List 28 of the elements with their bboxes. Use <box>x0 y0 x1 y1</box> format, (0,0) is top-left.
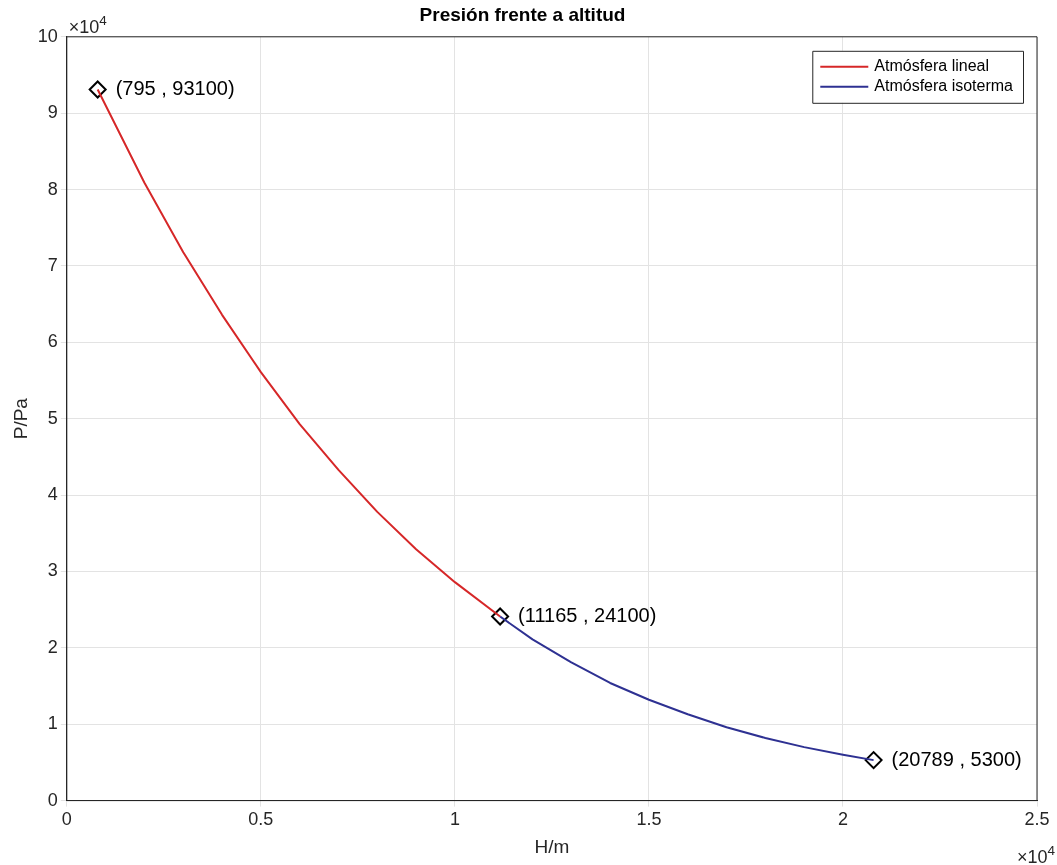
data-label: (20789 , 5300) <box>891 747 1022 770</box>
y-tick-label: 6 <box>47 331 58 352</box>
x-tick-label: 0 <box>61 809 72 830</box>
y-tick-label: 5 <box>47 407 58 428</box>
point <box>864 751 883 770</box>
y-tick-label: 3 <box>47 560 58 581</box>
legend-label: Atmósfera isoterma <box>874 77 1014 95</box>
chart-title: Presión frente a altitud <box>419 3 626 25</box>
point <box>491 607 510 626</box>
x-tick-label: 1.5 <box>636 809 662 830</box>
legend-label: Atmósfera lineal <box>874 57 990 75</box>
data-label: (795 , 93100) <box>115 77 235 100</box>
y-tick-label: 9 <box>47 102 58 123</box>
y-tick-label: 0 <box>47 789 58 810</box>
x-tick-label: 0.5 <box>248 809 274 830</box>
data-label: (11165 , 24100) <box>518 604 657 627</box>
x-tick-label: 2.5 <box>1024 809 1050 830</box>
y-tick-label: 1 <box>47 713 58 734</box>
y-tick-label: 8 <box>47 178 58 199</box>
y-tick-label: 2 <box>47 636 58 657</box>
point <box>88 80 107 99</box>
y-tick-label: 10 <box>37 25 58 46</box>
x-tick-label: 1 <box>449 809 460 830</box>
x-tick-label: 2 <box>837 809 848 830</box>
y-tick-label: 7 <box>47 254 58 275</box>
y-axis-title: P/Pa <box>9 397 31 440</box>
y-tick-label: 4 <box>47 484 58 505</box>
x-axis-title: H/m <box>534 835 570 857</box>
